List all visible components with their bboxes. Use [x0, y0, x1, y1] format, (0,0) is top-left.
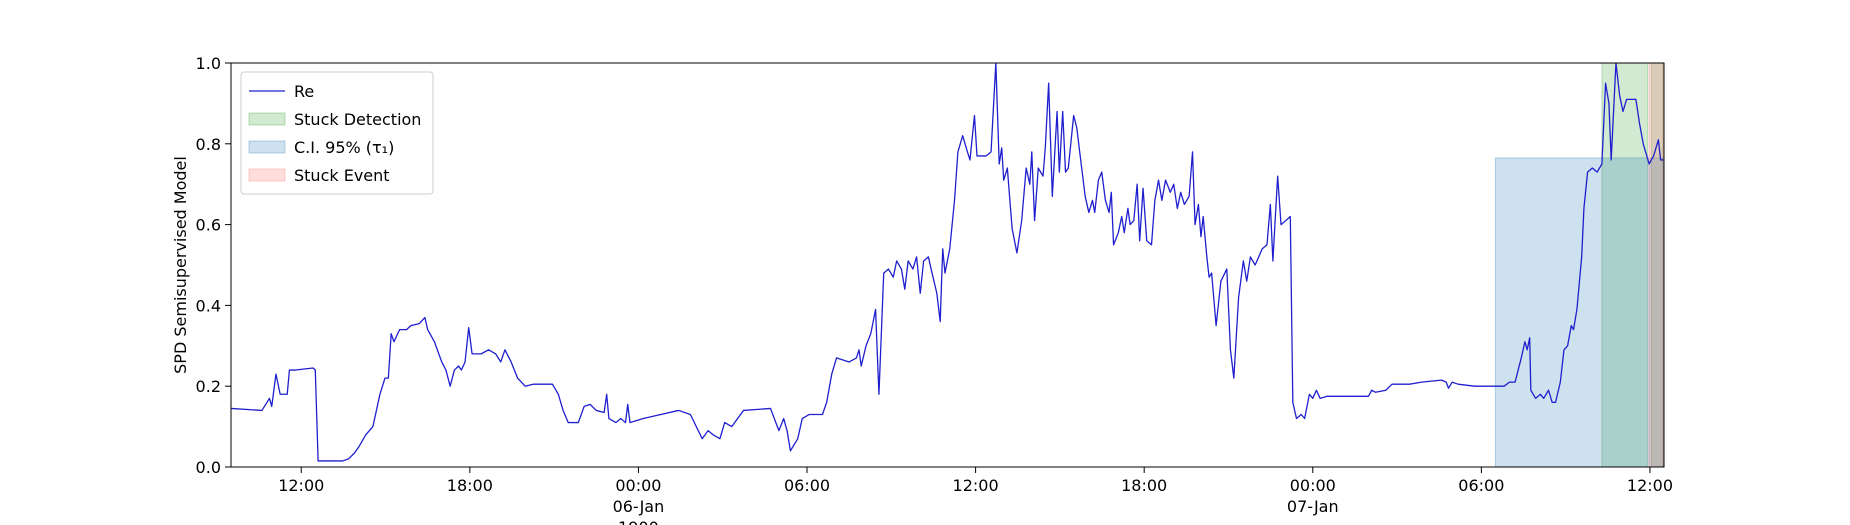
x-tick-label: 18:00: [1121, 476, 1167, 495]
shaded-region: [1648, 62, 1664, 468]
legend-label: Stuck Event: [294, 166, 390, 185]
x-tick-label: 00:00 07-Jan: [1287, 476, 1339, 516]
x-tick-label: 06:00: [1458, 476, 1504, 495]
y-tick-label: 0.0: [196, 458, 221, 477]
legend-label: C.I. 95% (τ₁): [294, 138, 394, 157]
y-tick-label: 0.4: [196, 296, 221, 315]
legend-label: Re: [294, 82, 314, 101]
legend-patch: [248, 168, 286, 182]
x-tick-label: 18:00: [447, 476, 493, 495]
x-tick-label: 12:00: [953, 476, 999, 495]
legend-box: [240, 71, 434, 195]
legend-patch: [248, 112, 286, 126]
x-tick-label: 06:00: [784, 476, 830, 495]
legend-patch: [248, 140, 286, 154]
y-tick-label: 0.6: [196, 216, 221, 235]
legend-label: Stuck Detection: [294, 110, 421, 129]
y-tick-label: 1.0: [196, 54, 221, 73]
y-tick-label: 0.8: [196, 135, 221, 154]
y-tick-label: 0.2: [196, 377, 221, 396]
axes-frame: [230, 62, 1665, 468]
x-tick-label: 12:00: [278, 476, 324, 495]
y-axis-label: SPD Semisupervised Model: [171, 156, 190, 374]
legend: Re Stuck Detection C.I. 95% (τ₁) Stuck Even…: [240, 71, 434, 195]
x-tick-label: 12:00: [1627, 476, 1673, 495]
shaded-region: [1494, 157, 1664, 468]
line: [230, 62, 1664, 462]
